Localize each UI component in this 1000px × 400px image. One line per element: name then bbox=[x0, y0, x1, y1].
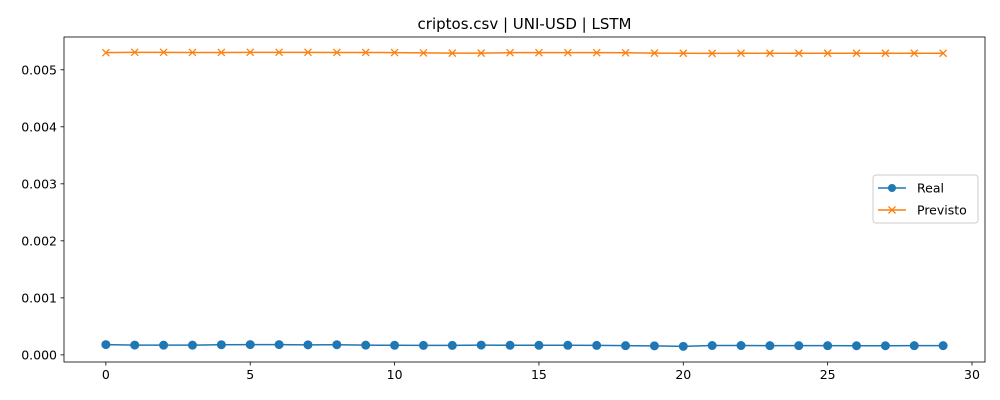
point-previsto bbox=[188, 48, 197, 57]
point-previsto bbox=[910, 49, 919, 58]
point-real bbox=[303, 340, 313, 350]
point-real bbox=[447, 340, 457, 350]
legend: Real Previsto bbox=[872, 174, 979, 224]
point-real bbox=[909, 341, 919, 351]
point-previsto bbox=[592, 48, 601, 57]
y-tick-label: 0.003 bbox=[21, 176, 57, 191]
series-previsto bbox=[101, 48, 948, 58]
point-real bbox=[101, 340, 111, 350]
point-previsto bbox=[881, 49, 890, 58]
point-previsto bbox=[794, 49, 803, 58]
point-previsto bbox=[679, 49, 688, 58]
legend-item-previsto: Previsto bbox=[878, 203, 967, 218]
point-previsto bbox=[448, 49, 457, 58]
legend-label: Previsto bbox=[917, 203, 967, 218]
point-previsto bbox=[650, 49, 659, 58]
legend-marker bbox=[888, 206, 896, 214]
point-previsto bbox=[852, 49, 861, 58]
point-real bbox=[216, 340, 226, 350]
point-real bbox=[678, 341, 688, 351]
point-previsto bbox=[419, 48, 428, 57]
axes-frame bbox=[63, 36, 986, 363]
point-real bbox=[245, 340, 255, 350]
point-real bbox=[852, 341, 862, 351]
x-tick-label: 20 bbox=[675, 367, 691, 382]
point-real bbox=[823, 341, 833, 351]
x-tick-label: 5 bbox=[246, 367, 254, 382]
point-real bbox=[707, 341, 717, 351]
point-real bbox=[130, 340, 140, 350]
point-previsto bbox=[534, 48, 543, 57]
point-real bbox=[274, 340, 284, 350]
y-tick-label: 0.002 bbox=[21, 233, 57, 248]
point-previsto bbox=[332, 48, 341, 57]
point-real bbox=[159, 340, 169, 350]
point-previsto bbox=[563, 48, 572, 57]
point-previsto bbox=[130, 48, 139, 57]
x-tick-label: 0 bbox=[102, 367, 110, 382]
series-layer bbox=[101, 48, 948, 351]
legend-box bbox=[872, 174, 979, 224]
x-tick-label: 25 bbox=[820, 367, 836, 382]
point-previsto bbox=[708, 49, 717, 58]
plot-area bbox=[64, 37, 985, 362]
chart-title: criptos.csv | UNI-USD | LSTM bbox=[418, 15, 632, 33]
point-real bbox=[390, 340, 400, 350]
y-tick-label: 0.000 bbox=[21, 347, 57, 362]
point-real bbox=[649, 341, 659, 351]
point-previsto bbox=[159, 48, 168, 57]
point-previsto bbox=[390, 48, 399, 57]
point-real bbox=[476, 340, 486, 350]
point-real bbox=[187, 340, 197, 350]
legend-item-real: Real bbox=[878, 181, 944, 196]
point-previsto bbox=[737, 49, 745, 58]
x-tick-label: 30 bbox=[964, 367, 980, 382]
point-previsto bbox=[823, 49, 832, 58]
y-tick-label: 0.005 bbox=[21, 62, 57, 77]
point-previsto bbox=[101, 48, 110, 57]
point-previsto bbox=[217, 48, 226, 57]
x-tick-label: 15 bbox=[531, 367, 547, 382]
point-real bbox=[765, 341, 775, 351]
y-tick-label: 0.001 bbox=[21, 290, 57, 305]
point-previsto bbox=[765, 49, 774, 58]
axes-layer: 0 5 10 15 20 25 30 0.000 0.001 0.002 0.003 0.004 0.0… bbox=[21, 36, 986, 382]
point-real bbox=[361, 340, 371, 350]
point-real bbox=[880, 341, 890, 351]
point-previsto bbox=[275, 48, 284, 57]
point-previsto bbox=[361, 48, 370, 57]
point-real bbox=[563, 340, 573, 350]
point-previsto bbox=[304, 48, 312, 57]
point-previsto bbox=[621, 48, 630, 57]
point-real bbox=[418, 340, 428, 350]
point-previsto bbox=[506, 48, 515, 57]
point-real bbox=[794, 341, 804, 351]
point-previsto bbox=[246, 48, 255, 57]
point-real bbox=[592, 340, 602, 350]
point-real bbox=[938, 341, 948, 351]
x-tick-label: 10 bbox=[387, 367, 403, 382]
series-line-real bbox=[105, 343, 944, 348]
point-real bbox=[505, 340, 515, 350]
point-real bbox=[621, 341, 631, 351]
point-previsto bbox=[939, 49, 948, 58]
legend-label: Real bbox=[917, 181, 944, 196]
point-previsto bbox=[477, 49, 486, 58]
legend-marker bbox=[888, 184, 896, 192]
series-line-previsto bbox=[105, 51, 944, 55]
point-real bbox=[736, 341, 746, 351]
series-real bbox=[101, 340, 948, 351]
y-tick-label: 0.004 bbox=[21, 119, 57, 134]
point-real bbox=[534, 340, 544, 350]
point-real bbox=[332, 340, 342, 350]
